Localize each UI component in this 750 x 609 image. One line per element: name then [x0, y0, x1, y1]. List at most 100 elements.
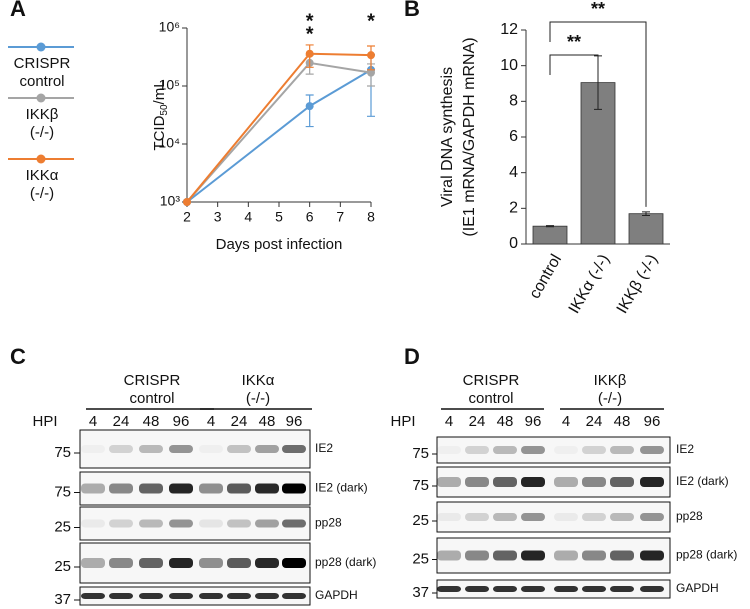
band [81, 558, 105, 568]
x-tick-label: 7 [336, 209, 344, 225]
band [465, 513, 489, 521]
legend-marker [36, 42, 46, 52]
significance: ** [567, 32, 581, 52]
band [282, 445, 306, 453]
blot-frame [79, 506, 311, 541]
band [554, 477, 578, 487]
row-label: GAPDH [315, 588, 358, 602]
band [255, 558, 279, 568]
band [465, 550, 489, 561]
timepoint-label: 96 [525, 413, 542, 430]
row-label: pp28 [676, 509, 703, 523]
band [554, 446, 578, 454]
y-tick-label: 4 [509, 164, 518, 181]
x-tick-label: 3 [214, 209, 222, 225]
row-label: IE2 [315, 441, 333, 455]
data-point [367, 68, 375, 77]
timepoint-label: 96 [644, 413, 661, 430]
blot-frame [79, 429, 311, 469]
band [139, 558, 163, 568]
timepoint-label: 4 [445, 413, 453, 430]
band [493, 513, 517, 521]
band [610, 446, 634, 454]
band [610, 513, 634, 521]
y-tick-label: 2 [509, 200, 518, 217]
timepoint-label: 4 [89, 413, 97, 430]
x-tick-label: 6 [306, 209, 314, 225]
band [255, 593, 279, 599]
band [465, 477, 489, 487]
band [282, 483, 306, 494]
y-tick-label: 6 [509, 128, 518, 145]
band [169, 558, 193, 568]
row-label: GAPDH [676, 581, 719, 595]
legend-marker [36, 93, 46, 103]
band [81, 519, 105, 528]
y-tick-label: 10⁴ [158, 135, 180, 151]
significance: * [367, 10, 375, 32]
panel-letter: A [10, 0, 26, 21]
panel-letter: C [10, 344, 26, 369]
band [109, 558, 133, 568]
x-tick-label: IKKβ (-/-) [614, 252, 661, 317]
band [437, 477, 461, 487]
band [139, 445, 163, 453]
legend-marker [36, 154, 46, 164]
band [282, 558, 306, 568]
legend-swatch [8, 42, 74, 52]
band [227, 445, 251, 453]
band [493, 550, 517, 561]
band [640, 550, 664, 561]
band [640, 586, 664, 592]
hpi-label: HPI [390, 413, 415, 430]
y-tick-label: 8 [509, 93, 518, 110]
data-point [305, 49, 314, 58]
band [227, 593, 251, 599]
band [582, 550, 606, 561]
y-label-subscript: 50 [159, 104, 170, 116]
band [81, 483, 105, 494]
timepoint-label: 4 [562, 413, 570, 430]
band [282, 593, 306, 599]
y-axis-label: TCID50/mL [151, 79, 170, 150]
x-tick-label: 5 [275, 209, 283, 225]
bar [628, 213, 664, 245]
band [199, 519, 223, 528]
group-label: IKKα (-/-) [241, 372, 275, 407]
legend-label: IKKα (-/-) [25, 167, 59, 202]
marker-label: 25 [412, 512, 429, 529]
x-tick-label: IKKα (-/-) [566, 252, 613, 317]
band [109, 445, 133, 453]
x-tick-label: 2 [183, 209, 191, 225]
bar [532, 225, 568, 245]
band [554, 586, 578, 592]
error-bar [642, 211, 650, 216]
data-point [183, 198, 191, 206]
band [81, 593, 105, 599]
marker-label: 25 [54, 518, 71, 535]
data-point [305, 102, 314, 111]
timepoint-label: 48 [143, 413, 160, 430]
y-label-text: TCID [151, 115, 168, 150]
band [554, 550, 578, 561]
significance: * [306, 10, 314, 32]
timepoint-label: 24 [469, 413, 486, 430]
group-label: CRISPR control [123, 372, 181, 407]
y-tick-label: 10⁵ [159, 77, 180, 93]
band [437, 446, 461, 454]
row-label: pp28 [315, 516, 342, 530]
y-axis-label: (IE1 mRNA/GAPDH mRNA) [461, 37, 478, 236]
data-point [367, 51, 375, 60]
error-bar [546, 225, 554, 228]
marker-label: 25 [412, 550, 429, 567]
band [227, 483, 251, 494]
band [521, 586, 545, 592]
y-tick-label: 10 [500, 57, 518, 74]
timepoint-label: 96 [286, 413, 303, 430]
band [139, 519, 163, 528]
group-label: CRISPR control [462, 372, 520, 407]
band [582, 446, 606, 454]
band [465, 446, 489, 454]
band [554, 513, 578, 521]
